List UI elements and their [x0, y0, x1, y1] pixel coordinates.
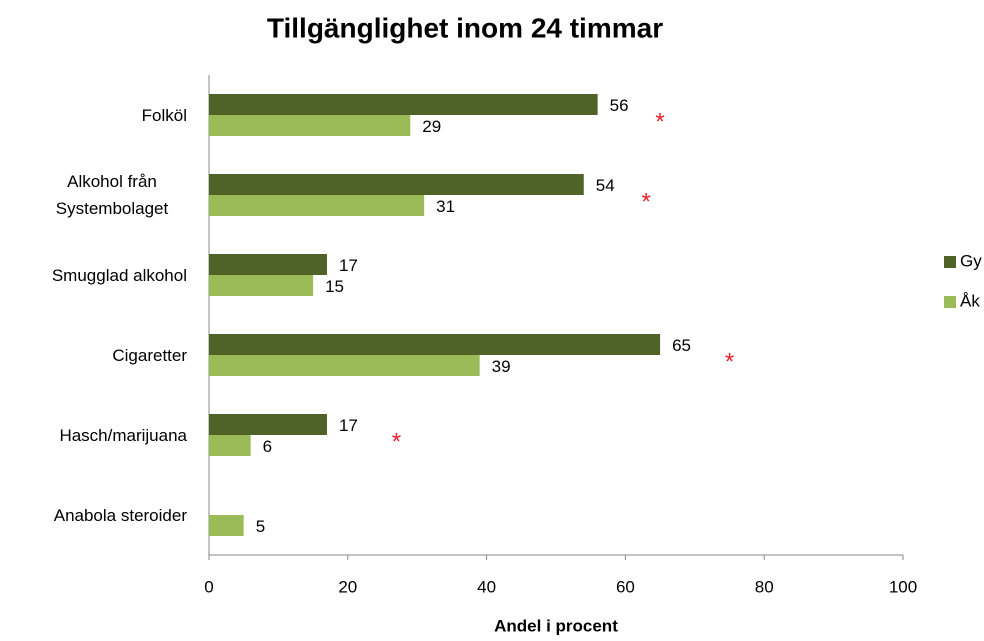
value-label: 54 — [596, 176, 615, 195]
value-label: 17 — [339, 256, 358, 275]
bar — [209, 355, 480, 376]
x-tick-label: 0 — [204, 577, 213, 596]
annotation: * — [725, 348, 734, 375]
bar — [209, 174, 584, 195]
y-tick-label: Anabola steroider — [53, 505, 187, 525]
bar — [209, 334, 661, 355]
y-tick-label: Hasch/marijuana — [59, 425, 187, 445]
annotation: * — [655, 108, 664, 135]
x-axis-label: Andel i procent — [494, 616, 618, 635]
value-label: 65 — [672, 336, 691, 355]
value-label: 6 — [263, 437, 272, 456]
annotation: * — [392, 428, 401, 455]
value-label: 17 — [339, 416, 358, 435]
value-label: 56 — [610, 96, 629, 115]
bar — [209, 515, 244, 536]
y-tick-label: Alkohol från Systembolaget — [55, 172, 169, 218]
x-tick-label: 60 — [616, 577, 635, 596]
value-label: 39 — [492, 357, 511, 376]
x-tick-label: 100 — [889, 577, 917, 596]
legend-label: Gy 2 — [960, 251, 984, 270]
value-label: 5 — [256, 517, 265, 536]
y-tick-label-box: Folköl — [7, 75, 187, 155]
x-tick-label: 40 — [477, 577, 496, 596]
y-tick-label: Smugglad alkohol — [51, 265, 187, 285]
bar — [209, 94, 598, 115]
legend-swatch — [944, 296, 956, 308]
x-tick-label: 20 — [338, 577, 357, 596]
y-tick-label-box: Cigaretter — [7, 315, 187, 395]
legend-swatch — [944, 256, 956, 268]
y-tick-label: Folköl — [141, 105, 187, 125]
x-tick-label: 80 — [755, 577, 774, 596]
legend-label: Åk 9 — [960, 291, 984, 310]
y-tick-label-box: Anabola steroider — [7, 475, 187, 555]
y-tick-label-box: Alkohol från Systembolaget — [7, 155, 187, 235]
value-label: 31 — [436, 197, 455, 216]
value-label: 15 — [325, 277, 344, 296]
y-tick-label: Cigaretter — [112, 345, 187, 365]
bar — [209, 275, 314, 296]
bar — [209, 115, 411, 136]
y-tick-label-box: Hasch/marijuana — [7, 395, 187, 475]
annotation: * — [642, 188, 651, 215]
bar — [209, 414, 327, 435]
bar — [209, 435, 251, 456]
y-tick-label-box: Smugglad alkohol — [7, 235, 187, 315]
chart-title: Tillgänglighet inom 24 timmar — [267, 12, 663, 43]
value-label: 29 — [422, 117, 441, 136]
bar — [209, 195, 425, 216]
bar — [209, 254, 327, 275]
